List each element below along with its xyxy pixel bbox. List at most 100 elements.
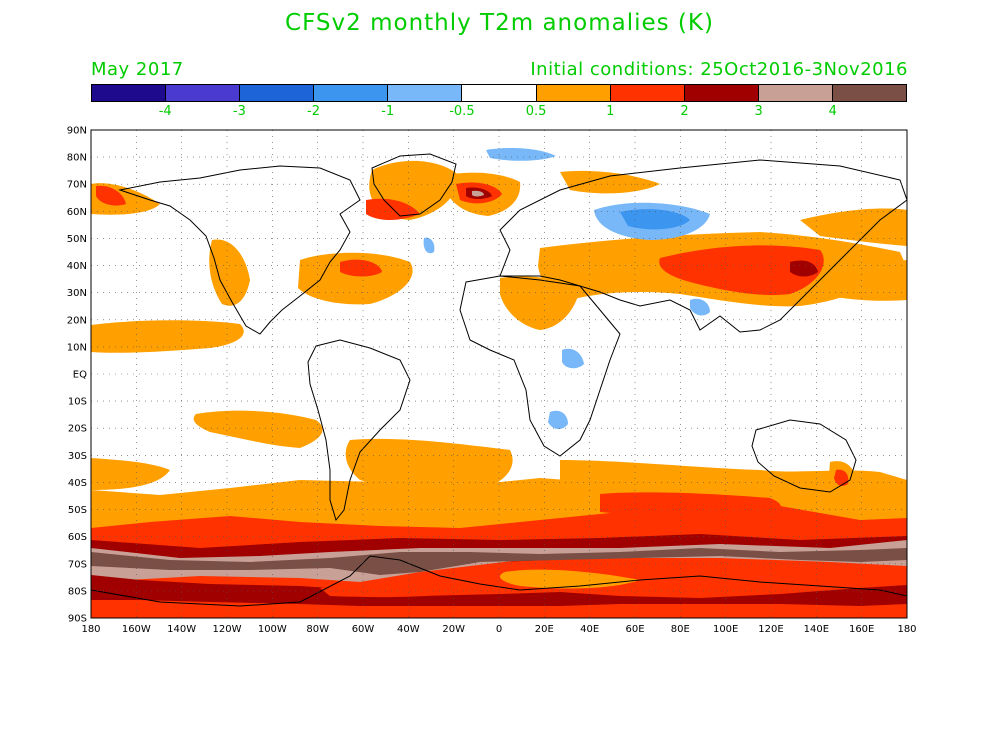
- south-atlantic-warm: [345, 438, 513, 495]
- south-pacific-belt: [91, 458, 170, 490]
- colorbar-label: 1: [606, 104, 615, 119]
- colorbar-label: -0.5: [449, 104, 475, 119]
- colorbar-segment: [758, 85, 833, 101]
- initial-conditions: Initial conditions: 25Oct2016-3Nov2016: [530, 59, 908, 80]
- map-frame: [90, 129, 908, 619]
- south-africa-cold: [548, 410, 568, 430]
- latitude-label: 50N: [67, 234, 87, 245]
- longitude-label: 80E: [671, 624, 690, 635]
- colorbar-label: 0.5: [525, 104, 547, 119]
- coastlines: [91, 153, 907, 607]
- latitude-labels: 90N 80N 70N 60N 50N 40N 30N 20N 10N EQ 10S 20S 30S 40…: [67, 126, 87, 625]
- south-indian-red: [600, 492, 781, 517]
- colorbar-segment: [92, 85, 167, 101]
- latitude-label: 60N: [67, 207, 87, 218]
- longitude-label: 100E: [713, 624, 738, 635]
- longitude-label: 40E: [580, 624, 599, 635]
- siberia-cold-core: [620, 209, 690, 230]
- latitude-label: 80N: [67, 153, 87, 164]
- longitude-label: 40W: [397, 624, 420, 635]
- asia-red-core: [659, 245, 824, 296]
- map-title: CFSv2 monthly T2m anomalies (K): [285, 10, 714, 36]
- colorbar-segment: [610, 85, 685, 101]
- colorbar-label: 2: [680, 104, 689, 119]
- latitude-label: 40N: [67, 261, 87, 272]
- longitude-label: 80W: [306, 624, 329, 635]
- colorbar-label: 4: [828, 104, 837, 119]
- longitude-label: 120W: [213, 624, 242, 635]
- longitude-label: 180: [81, 624, 100, 635]
- south-america-outline: [307, 339, 411, 522]
- north-america-outline: [118, 165, 361, 335]
- latitude-label: 20N: [67, 315, 87, 326]
- north-africa-warm: [500, 276, 580, 330]
- norwegian-sea-extreme: [472, 190, 484, 197]
- colorbar-segment: [462, 85, 537, 101]
- colorbar-segment: [536, 85, 611, 101]
- colorbar-label: -2: [307, 104, 321, 119]
- indian-ocean-belt: [560, 460, 907, 500]
- latitude-label: 30S: [68, 451, 87, 462]
- longitude-label: 160E: [849, 624, 874, 635]
- greenland-outline: [371, 153, 457, 217]
- colorbar-label: 3: [754, 104, 763, 119]
- east-asia-warm: [800, 208, 907, 246]
- south-pacific-warm: [193, 410, 323, 448]
- colorbar-segment: [240, 85, 315, 101]
- longitude-label: 160W: [122, 624, 151, 635]
- alaska-red: [96, 185, 126, 206]
- valid-month: May 2017: [91, 59, 184, 80]
- longitude-label: 140W: [167, 624, 196, 635]
- colorbar-segment: [314, 85, 389, 101]
- colorbar-label: -4: [158, 104, 172, 119]
- longitude-label: 60W: [352, 624, 375, 635]
- colorbar-segment: [166, 85, 241, 101]
- latitude-label: 20S: [68, 424, 87, 435]
- latitude-label: 70S: [68, 559, 87, 570]
- latitude-label: 50S: [68, 505, 87, 516]
- latitude-label: 90S: [68, 614, 87, 625]
- siberia-arctic-warm: [560, 170, 660, 194]
- longitude-label: 100W: [258, 624, 287, 635]
- africa-cold: [562, 348, 584, 369]
- anomaly-field: [91, 148, 907, 618]
- longitude-label: 120E: [758, 624, 783, 635]
- north-pacific-warm: [91, 320, 244, 353]
- longitude-label: 140E: [804, 624, 829, 635]
- north-atlantic-warm: [298, 252, 413, 305]
- latitude-label: 40S: [68, 478, 87, 489]
- india-cold: [690, 298, 710, 316]
- australia-red: [834, 469, 849, 486]
- colorbar-segment: [388, 85, 463, 101]
- colorbar-segment: [832, 85, 907, 101]
- latitude-label: 10N: [67, 342, 87, 353]
- australia-outline: [751, 419, 857, 493]
- arctic-cold: [486, 148, 556, 161]
- eurasia-outline: [499, 159, 907, 333]
- gridlines: [91, 130, 907, 618]
- latitude-label: EQ: [73, 370, 87, 381]
- latitude-label: 70N: [67, 180, 87, 191]
- colorbar-label: -3: [232, 104, 246, 119]
- longitude-label: 20W: [442, 624, 465, 635]
- antarctica-outline: [91, 555, 907, 607]
- antarctica-warm: [91, 575, 907, 606]
- colorbar-segment: [684, 85, 759, 101]
- longitude-label: 180: [897, 624, 916, 635]
- colorbar: [91, 84, 907, 102]
- east-asia-dark-red: [790, 260, 818, 277]
- longitude-label: 60E: [625, 624, 644, 635]
- antarctica-red: [320, 585, 470, 598]
- longitude-label: 0: [496, 624, 502, 635]
- latitude-label: 10S: [68, 397, 87, 408]
- longitude-label: 20E: [535, 624, 554, 635]
- colorbar-label: -1: [381, 104, 395, 119]
- extreme-warm-core: [91, 548, 907, 575]
- atlantic-cold: [423, 237, 435, 254]
- western-us-warm: [209, 239, 250, 306]
- longitude-labels: 180 160W 140W 120W 100W 80W 60W 40W 20W 0 20E 40E 60…: [81, 624, 916, 635]
- latitude-label: 80S: [68, 586, 87, 597]
- latitude-label: 30N: [67, 288, 87, 299]
- latitude-label: 60S: [68, 532, 87, 543]
